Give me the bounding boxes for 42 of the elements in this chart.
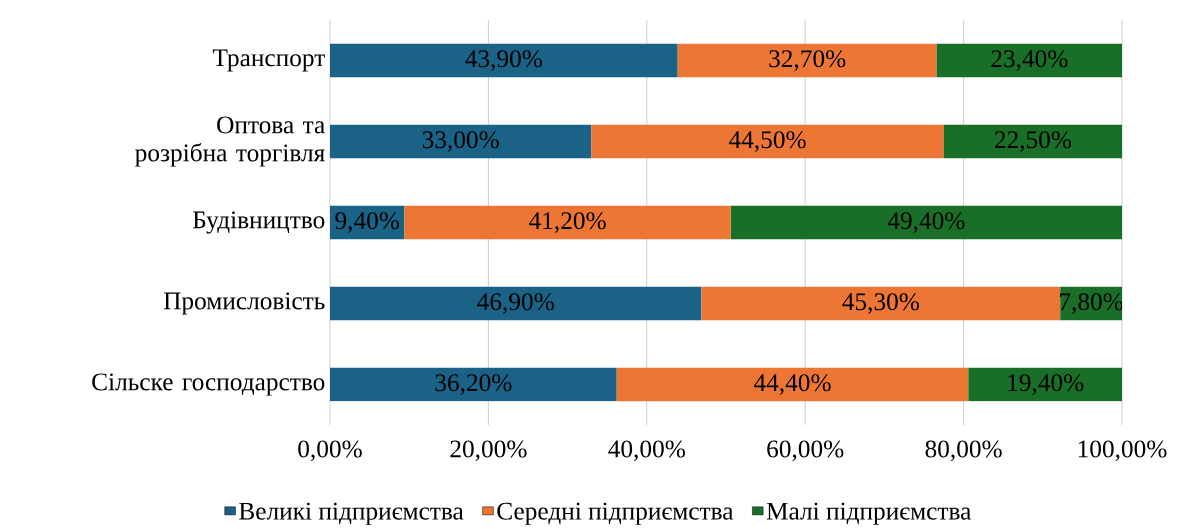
data-label: 41,20% (529, 212, 606, 233)
data-label: 22,50% (994, 131, 1072, 152)
data-label: 7,80% (1060, 293, 1123, 314)
legend-label: Середні підприємства (497, 502, 734, 525)
y-tick-label: Транспорт (212, 49, 325, 72)
bar (943, 124, 1122, 159)
data-label: 23,40% (991, 50, 1068, 71)
data-label: 44,50% (729, 131, 806, 152)
data-label: 32,70% (769, 50, 846, 71)
bar (730, 205, 1122, 240)
y-tick-label: Оптова та розрібна торгівля (135, 116, 325, 167)
data-label: 49,40% (887, 212, 965, 233)
data-label: 36,20% (435, 374, 512, 395)
x-tick-label: 60,00% (767, 440, 844, 462)
bar (591, 124, 944, 159)
bar (677, 43, 937, 78)
x-tick-label: 100,00% (1078, 440, 1167, 462)
data-label: 33,00% (422, 131, 499, 152)
legend-label: Малі підприємства (766, 502, 972, 525)
bar (330, 286, 702, 321)
data-label: 43,90% (465, 50, 543, 71)
data-label: 19,40% (1008, 374, 1084, 395)
x-tick-label: 40,00% (608, 440, 685, 462)
x-tick-label: 0,00% (298, 440, 362, 462)
data-label: 46,90% (477, 293, 554, 314)
x-tick-label: 20,00% (450, 440, 527, 462)
y-tick-label: Сільске господарство (92, 373, 325, 396)
bar (616, 367, 969, 402)
y-tick-label: Будівництво (192, 211, 325, 234)
bar (330, 43, 678, 78)
data-label: 44,40% (753, 374, 831, 395)
x-tick-label: 80,00% (925, 440, 1002, 462)
legend-label: Великі підприємства (239, 502, 464, 525)
data-label: 9,40% (335, 212, 400, 233)
data-label: 45,30% (842, 293, 920, 314)
bar (968, 367, 1122, 402)
bar (701, 286, 1061, 321)
bar (404, 205, 731, 240)
y-tick-label: Промисловість (163, 292, 325, 315)
bar (330, 124, 592, 159)
bar (330, 367, 617, 402)
bar (936, 43, 1122, 78)
